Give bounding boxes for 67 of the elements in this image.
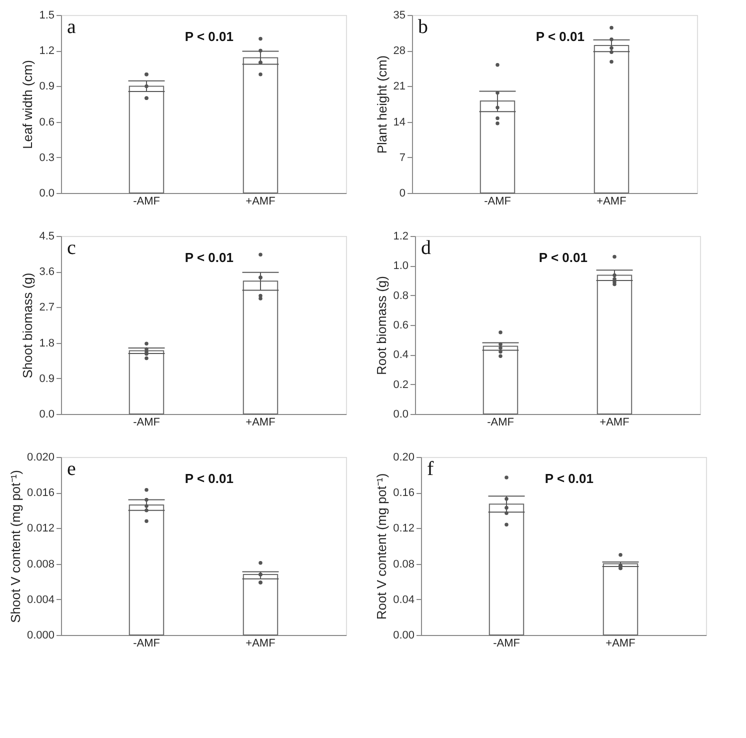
x-tick-label: -AMF [133, 416, 160, 428]
y-axis-title: Shoot biomass (g) [20, 272, 36, 378]
y-axis-title: Leaf width (cm) [20, 60, 36, 149]
y-tick-label: 4.5 [39, 230, 54, 242]
y-tick-label: 0.004 [26, 594, 54, 606]
x-tick-label: -AMF [493, 638, 520, 650]
chart-title: d [421, 237, 431, 259]
annotation: P < 0.01 [184, 29, 234, 44]
y-tick-label: 0.20 [393, 452, 414, 464]
y-tick-label: 1.2 [393, 230, 408, 242]
x-tick-label: -AMF [487, 416, 514, 428]
y-tick-label: 0.0 [393, 408, 408, 420]
y-tick-label: 0.020 [26, 452, 54, 464]
y-axis-title: Shoot V content (mg pot⁻¹) [8, 470, 23, 623]
y-tick-label: 0.6 [39, 116, 54, 128]
y-tick-label: 0.0 [39, 408, 54, 420]
y-tick-label: 0.8 [393, 290, 408, 302]
annotation: P < 0.01 [184, 250, 234, 265]
chart-title: a [67, 16, 76, 38]
chart-title: f [427, 458, 434, 480]
y-axis-title: Plant height (cm) [374, 55, 390, 154]
x-tick-label: +AMF [606, 638, 636, 650]
y-tick-label: 0.16 [393, 487, 414, 500]
y-tick-label: 21 [393, 80, 406, 93]
chart-title: e [67, 458, 76, 480]
chart-title: b [418, 16, 428, 38]
y-tick-label: 35 [393, 10, 406, 22]
y-tick-label: 3.6 [39, 266, 54, 278]
chart-title: c [67, 237, 76, 259]
y-tick-label: 0.9 [39, 372, 54, 385]
y-tick-label: 7 [399, 152, 406, 164]
y-tick-label: 0.9 [39, 80, 54, 93]
y-tick-label: 1.5 [39, 10, 54, 22]
y-tick-label: 0.3 [39, 152, 54, 164]
x-tick-label: +AMF [246, 638, 276, 650]
y-tick-label: 14 [393, 116, 406, 128]
y-tick-label: 0.04 [393, 594, 414, 606]
y-tick-label: 0.012 [26, 522, 54, 535]
y-tick-label: 0 [399, 188, 406, 200]
y-tick-label: 0.2 [393, 378, 408, 391]
x-tick-label: +AMF [246, 416, 276, 428]
y-tick-label: 0.00 [393, 630, 414, 642]
x-tick-label: +AMF [596, 196, 627, 208]
y-axis-title: Root V content (mg pot⁻¹) [374, 473, 390, 620]
y-tick-label: 1.2 [39, 45, 54, 58]
y-tick-label: 0.016 [26, 487, 54, 500]
annotation: P < 0.01 [544, 471, 594, 486]
x-tick-label: -AMF [484, 196, 512, 208]
y-tick-label: 0.000 [26, 630, 54, 642]
x-tick-label: +AMF [246, 196, 276, 208]
x-tick-label: -AMF [133, 638, 160, 650]
annotation: P < 0.01 [536, 29, 584, 44]
x-tick-label: +AMF [600, 416, 630, 428]
y-tick-label: 2.7 [39, 302, 54, 314]
y-tick-label: 0.12 [393, 522, 414, 535]
y-tick-label: 0.0 [39, 188, 54, 200]
y-tick-label: 1.0 [393, 260, 408, 272]
y-tick-label: 0.008 [26, 558, 54, 570]
annotation: P < 0.01 [184, 471, 234, 486]
annotation: P < 0.01 [538, 250, 588, 265]
y-tick-label: 0.6 [393, 320, 408, 332]
y-tick-label: 28 [393, 45, 406, 58]
y-tick-label: 1.8 [39, 337, 54, 350]
y-tick-label: 0.4 [393, 349, 408, 362]
y-axis-title: Root biomass (g) [374, 276, 390, 375]
y-tick-label: 0.08 [393, 558, 414, 570]
x-tick-label: -AMF [133, 196, 160, 208]
